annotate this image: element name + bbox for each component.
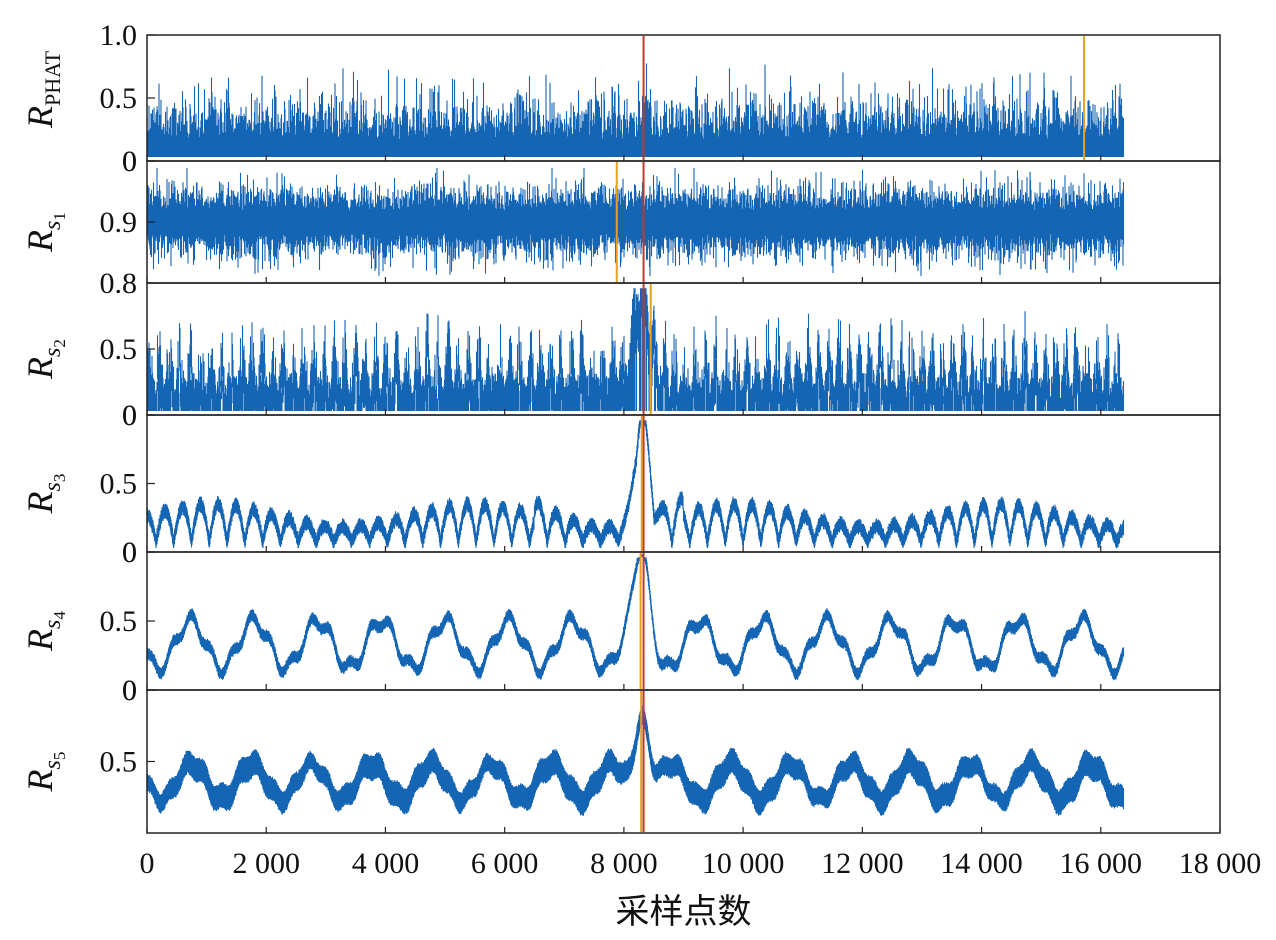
y-tick-label: 0.9 (100, 206, 138, 239)
x-tick-label: 4 000 (352, 847, 420, 880)
panel-frame (146, 414, 1221, 553)
x-tick-label: 6 000 (471, 847, 539, 880)
y-tick-label: 0.5 (100, 82, 138, 115)
x-tick-label: 14 000 (940, 847, 1023, 880)
x-tick-label: 18 000 (1179, 847, 1262, 880)
x-tick-label: 8 000 (590, 847, 658, 880)
y-tick-label: 0 (122, 145, 137, 178)
y-tick-label: 0 (122, 399, 137, 432)
signal-trace (146, 553, 1125, 681)
signal-trace (146, 63, 1125, 157)
panel-5: 0 0.5 0 Rs4 (20, 536, 1221, 707)
y-axis-label: Rs2 (20, 339, 69, 380)
signal-trace (146, 705, 1125, 816)
panel-6: 0.5 0 Rs5 (20, 674, 1221, 834)
x-axis-title: 采样点数 (616, 893, 752, 931)
panel-4: 0 0.5 0 Rs3 (20, 399, 1221, 569)
y-tick-label: 0 (122, 399, 137, 432)
panel-2: 0.8 0.9 0 Rs1 (20, 145, 1221, 300)
y-tick-label: 0.5 (100, 468, 138, 501)
y-axis-label: Rs4 (20, 611, 69, 652)
y-axis-label: Rs3 (20, 474, 69, 515)
x-tick-label: 2 000 (232, 847, 300, 880)
y-tick-label: 1.0 (100, 19, 138, 52)
y-axis-label: Rs1 (20, 212, 69, 253)
x-tick-label: 0 (140, 847, 155, 880)
panel-1: 0 0.5 1.0 RPHAT (20, 19, 1221, 178)
y-axis-label: RPHAT (20, 50, 65, 129)
x-tick-label: 12 000 (821, 847, 904, 880)
y-tick-label: 0 (122, 536, 137, 569)
y-tick-label: 0 (122, 145, 137, 178)
y-tick-label: 0 (122, 536, 137, 569)
y-tick-label: 0 (122, 674, 137, 707)
signal-trace (146, 167, 1125, 277)
x-tick-label: 10 000 (702, 847, 785, 880)
signal-trace (146, 288, 1125, 411)
panel-3: 0 0.5 Rs2 (20, 282, 1221, 432)
y-tick-label: 0.5 (100, 333, 138, 366)
x-tick-label: 16 000 (1060, 847, 1143, 880)
y-tick-label: 0.5 (100, 746, 138, 779)
y-tick-label: 0.8 (100, 267, 138, 300)
y-tick-label: 0 (122, 674, 137, 707)
signal-trace (146, 418, 1125, 548)
y-tick-label: 0.5 (100, 605, 138, 638)
y-axis-label: Rs5 (20, 752, 69, 793)
